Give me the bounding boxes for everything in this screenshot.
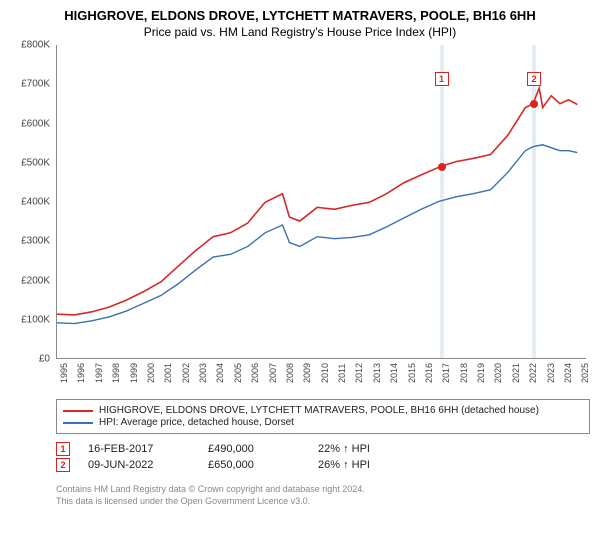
marker-label-1: 1 [435,72,449,86]
legend-item: HPI: Average price, detached house, Dors… [63,417,583,428]
x-axis-label: 2004 [215,363,225,383]
y-axis-label: £0 [10,354,50,365]
plot-region: 12 [56,45,586,359]
x-axis-label: 2011 [337,364,347,383]
sale-row: 2 09-JUN-2022£650,00026% ↑ HPI [56,458,590,472]
line-svg [57,45,586,358]
sale-date: 09-JUN-2022 [88,459,208,471]
footer-line: This data is licensed under the Open Gov… [56,496,590,508]
x-axis-label: 2003 [198,363,208,383]
x-axis-label: 2020 [493,363,503,383]
x-axis-label: 2000 [146,363,156,383]
sale-row: 1 16-FEB-2017£490,00022% ↑ HPI [56,442,590,456]
x-axis-label: 2021 [511,363,521,383]
x-axis-label: 2010 [320,363,330,383]
x-axis-label: 2017 [441,363,451,383]
x-axis-label: 2008 [285,363,295,383]
x-axis-label: 1998 [111,363,121,383]
sale-marker-icon: 2 [56,458,70,472]
y-axis-label: £500K [10,157,50,168]
x-axis-label: 2024 [563,363,573,383]
x-axis-label: 2023 [546,363,556,383]
sale-diff: 26% ↑ HPI [318,459,370,471]
x-axis-label: 1997 [94,363,104,383]
sale-marker-icon: 1 [56,442,70,456]
footer-line: Contains HM Land Registry data © Crown c… [56,484,590,496]
y-axis-label: £800K [10,40,50,51]
legend-text: HIGHGROVE, ELDONS DROVE, LYTCHETT MATRAV… [99,405,539,416]
x-axis-label: 2012 [354,363,364,383]
sales-table: 1 16-FEB-2017£490,00022% ↑ HPI 2 09-JUN-202… [56,440,590,474]
chart-area: 12 £0£100K£200K£300K£400K£500K£600K£700K… [10,45,590,393]
x-axis-label: 2019 [476,363,486,383]
x-axis-label: 1996 [76,363,86,383]
sale-date: 16-FEB-2017 [88,443,208,455]
legend-swatch [63,422,93,424]
legend-item: HIGHGROVE, ELDONS DROVE, LYTCHETT MATRAV… [63,405,583,416]
attribution: Contains HM Land Registry data © Crown c… [56,484,590,507]
x-axis-label: 2016 [424,363,434,383]
marker-point-1 [438,163,446,171]
y-axis-label: £300K [10,236,50,247]
x-axis-label: 2002 [181,363,191,383]
y-axis-label: £700K [10,79,50,90]
sale-price: £650,000 [208,459,318,471]
marker-point-2 [530,100,538,108]
y-axis-label: £200K [10,275,50,286]
legend-swatch [63,410,93,412]
x-axis-label: 2022 [528,363,538,383]
x-axis-label: 2025 [580,363,590,383]
chart-subtitle: Price paid vs. HM Land Registry's House … [10,25,590,39]
x-axis-label: 1999 [129,363,139,383]
x-axis-label: 2013 [372,363,382,383]
series-hpi [57,145,577,324]
x-axis-label: 2005 [233,363,243,383]
y-axis-label: £400K [10,197,50,208]
chart-title: HIGHGROVE, ELDONS DROVE, LYTCHETT MATRAV… [10,8,590,23]
sale-price: £490,000 [208,443,318,455]
x-axis-label: 2009 [302,363,312,383]
x-axis-label: 2007 [268,363,278,383]
x-axis-label: 2001 [163,363,173,383]
x-axis-label: 2014 [389,363,399,383]
y-axis-label: £100K [10,314,50,325]
x-axis-label: 2015 [407,363,417,383]
series-highgrove [57,88,577,315]
marker-label-2: 2 [527,72,541,86]
x-axis-label: 2018 [459,363,469,383]
x-axis-label: 1995 [59,363,69,383]
x-axis-label: 2006 [250,363,260,383]
legend: HIGHGROVE, ELDONS DROVE, LYTCHETT MATRAV… [56,399,590,434]
legend-text: HPI: Average price, detached house, Dors… [99,417,294,428]
sale-diff: 22% ↑ HPI [318,443,370,455]
y-axis-label: £600K [10,118,50,129]
